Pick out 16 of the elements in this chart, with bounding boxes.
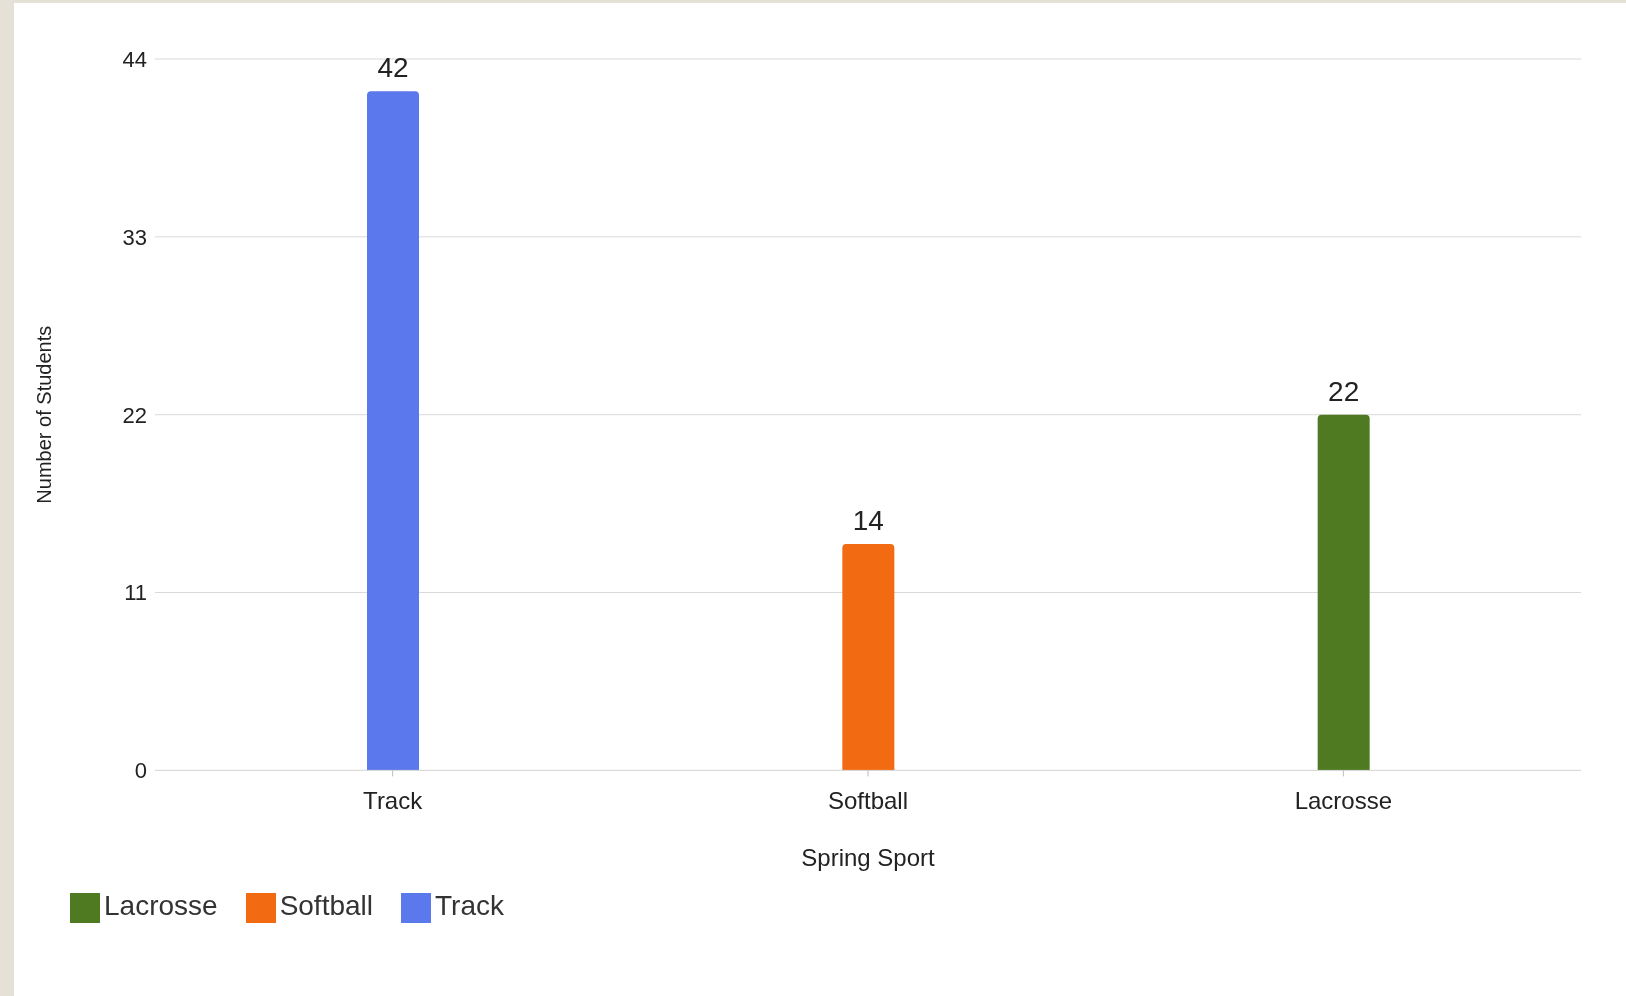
y-tick-label: 0	[134, 758, 147, 784]
legend-label: Track	[435, 890, 504, 922]
y-tick-label: 33	[122, 224, 147, 250]
x-tick-label: Softball	[827, 787, 909, 815]
data-label: 22	[1328, 375, 1360, 407]
y-axis-title: Number of Students	[33, 325, 56, 504]
y-tick-label: 44	[122, 46, 147, 72]
data-label: 42	[377, 52, 409, 84]
x-tick-label: Lacrosse	[1294, 787, 1393, 815]
x-tick-label: Track	[363, 787, 424, 815]
x-axis-title: Spring Sport	[801, 844, 936, 872]
legend-label: Softball	[279, 890, 374, 922]
legend-label: Lacrosse	[104, 890, 218, 922]
y-tick-label: 22	[122, 402, 147, 428]
y-tick-label: 11	[124, 580, 147, 606]
data-label: 14	[852, 505, 884, 537]
